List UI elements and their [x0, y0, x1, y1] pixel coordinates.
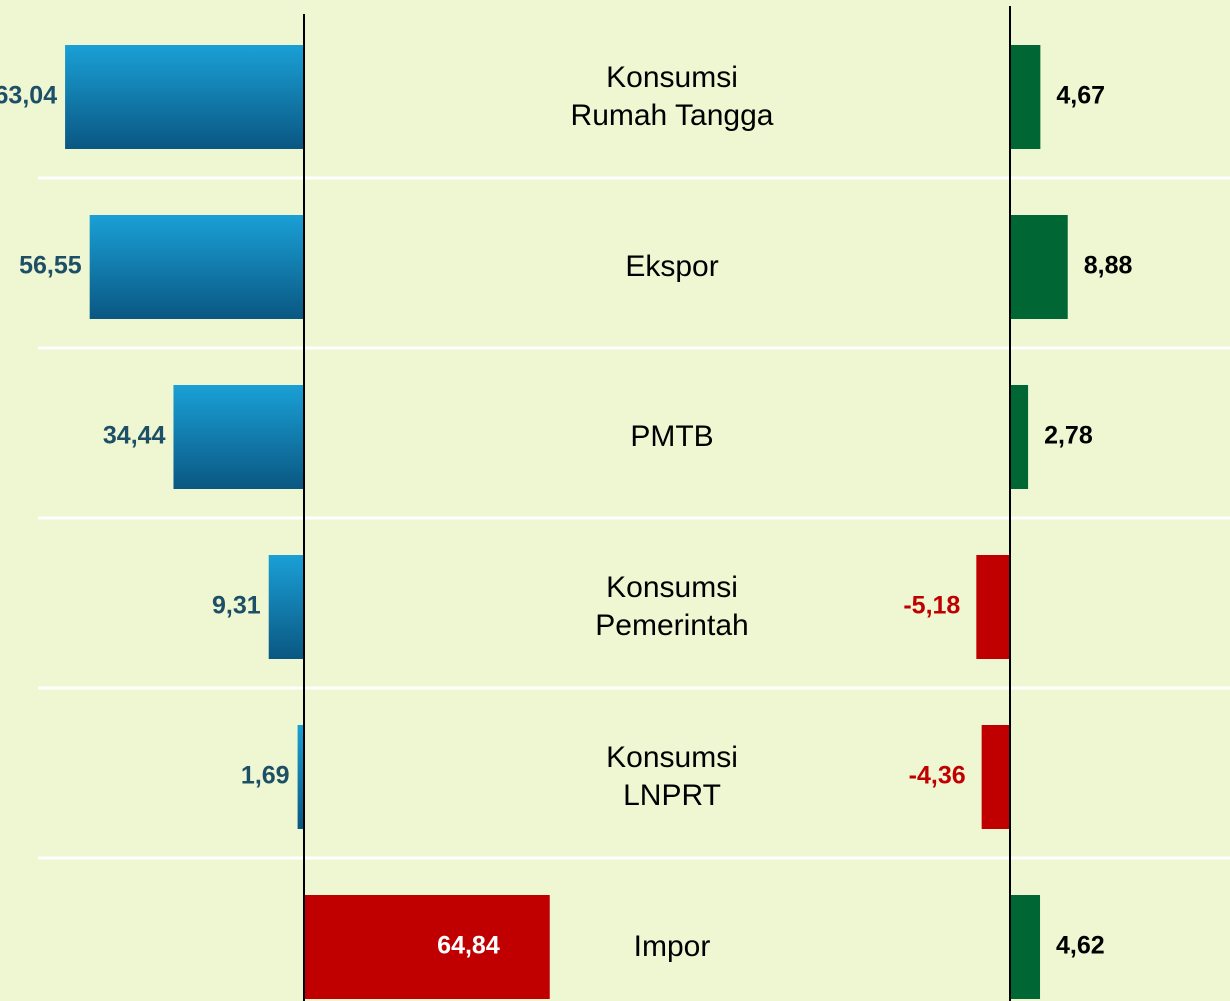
growth-bar: [981, 725, 1010, 829]
category-label: Konsumsi LNPRT: [606, 741, 738, 812]
share-label: 1,69: [241, 762, 290, 790]
category-label: Konsumsi Rumah Tangga: [570, 61, 774, 132]
share-label: 9,31: [212, 592, 261, 620]
growth-label: -4,36: [909, 762, 966, 790]
share-label: 63,04: [0, 82, 57, 110]
category-label: Konsumsi Pemerintah: [595, 571, 749, 642]
share-bar: [173, 385, 304, 489]
share-bar: [304, 895, 550, 999]
share-bar: [268, 555, 304, 659]
category-label: Ekspor: [625, 250, 719, 283]
growth-bar: [1010, 895, 1041, 999]
share-label: 34,44: [103, 422, 166, 450]
category-label: Impor: [633, 930, 711, 963]
share-label: 64,84: [437, 932, 500, 960]
growth-label: 2,78: [1044, 422, 1093, 450]
share-bar: [65, 45, 304, 149]
growth-bar: [1010, 45, 1041, 149]
growth-bar: [976, 555, 1010, 659]
category-label: PMTB: [630, 420, 714, 453]
growth-label: 4,62: [1056, 932, 1105, 960]
growth-label: -5,18: [903, 592, 960, 620]
growth-bar: [1010, 385, 1029, 489]
share-bar: [89, 215, 304, 319]
growth-label: 4,67: [1056, 82, 1105, 110]
growth-label: 8,88: [1084, 252, 1133, 280]
growth-bar: [1010, 215, 1068, 319]
share-label: 56,55: [19, 252, 82, 280]
share-bar: [297, 725, 304, 829]
